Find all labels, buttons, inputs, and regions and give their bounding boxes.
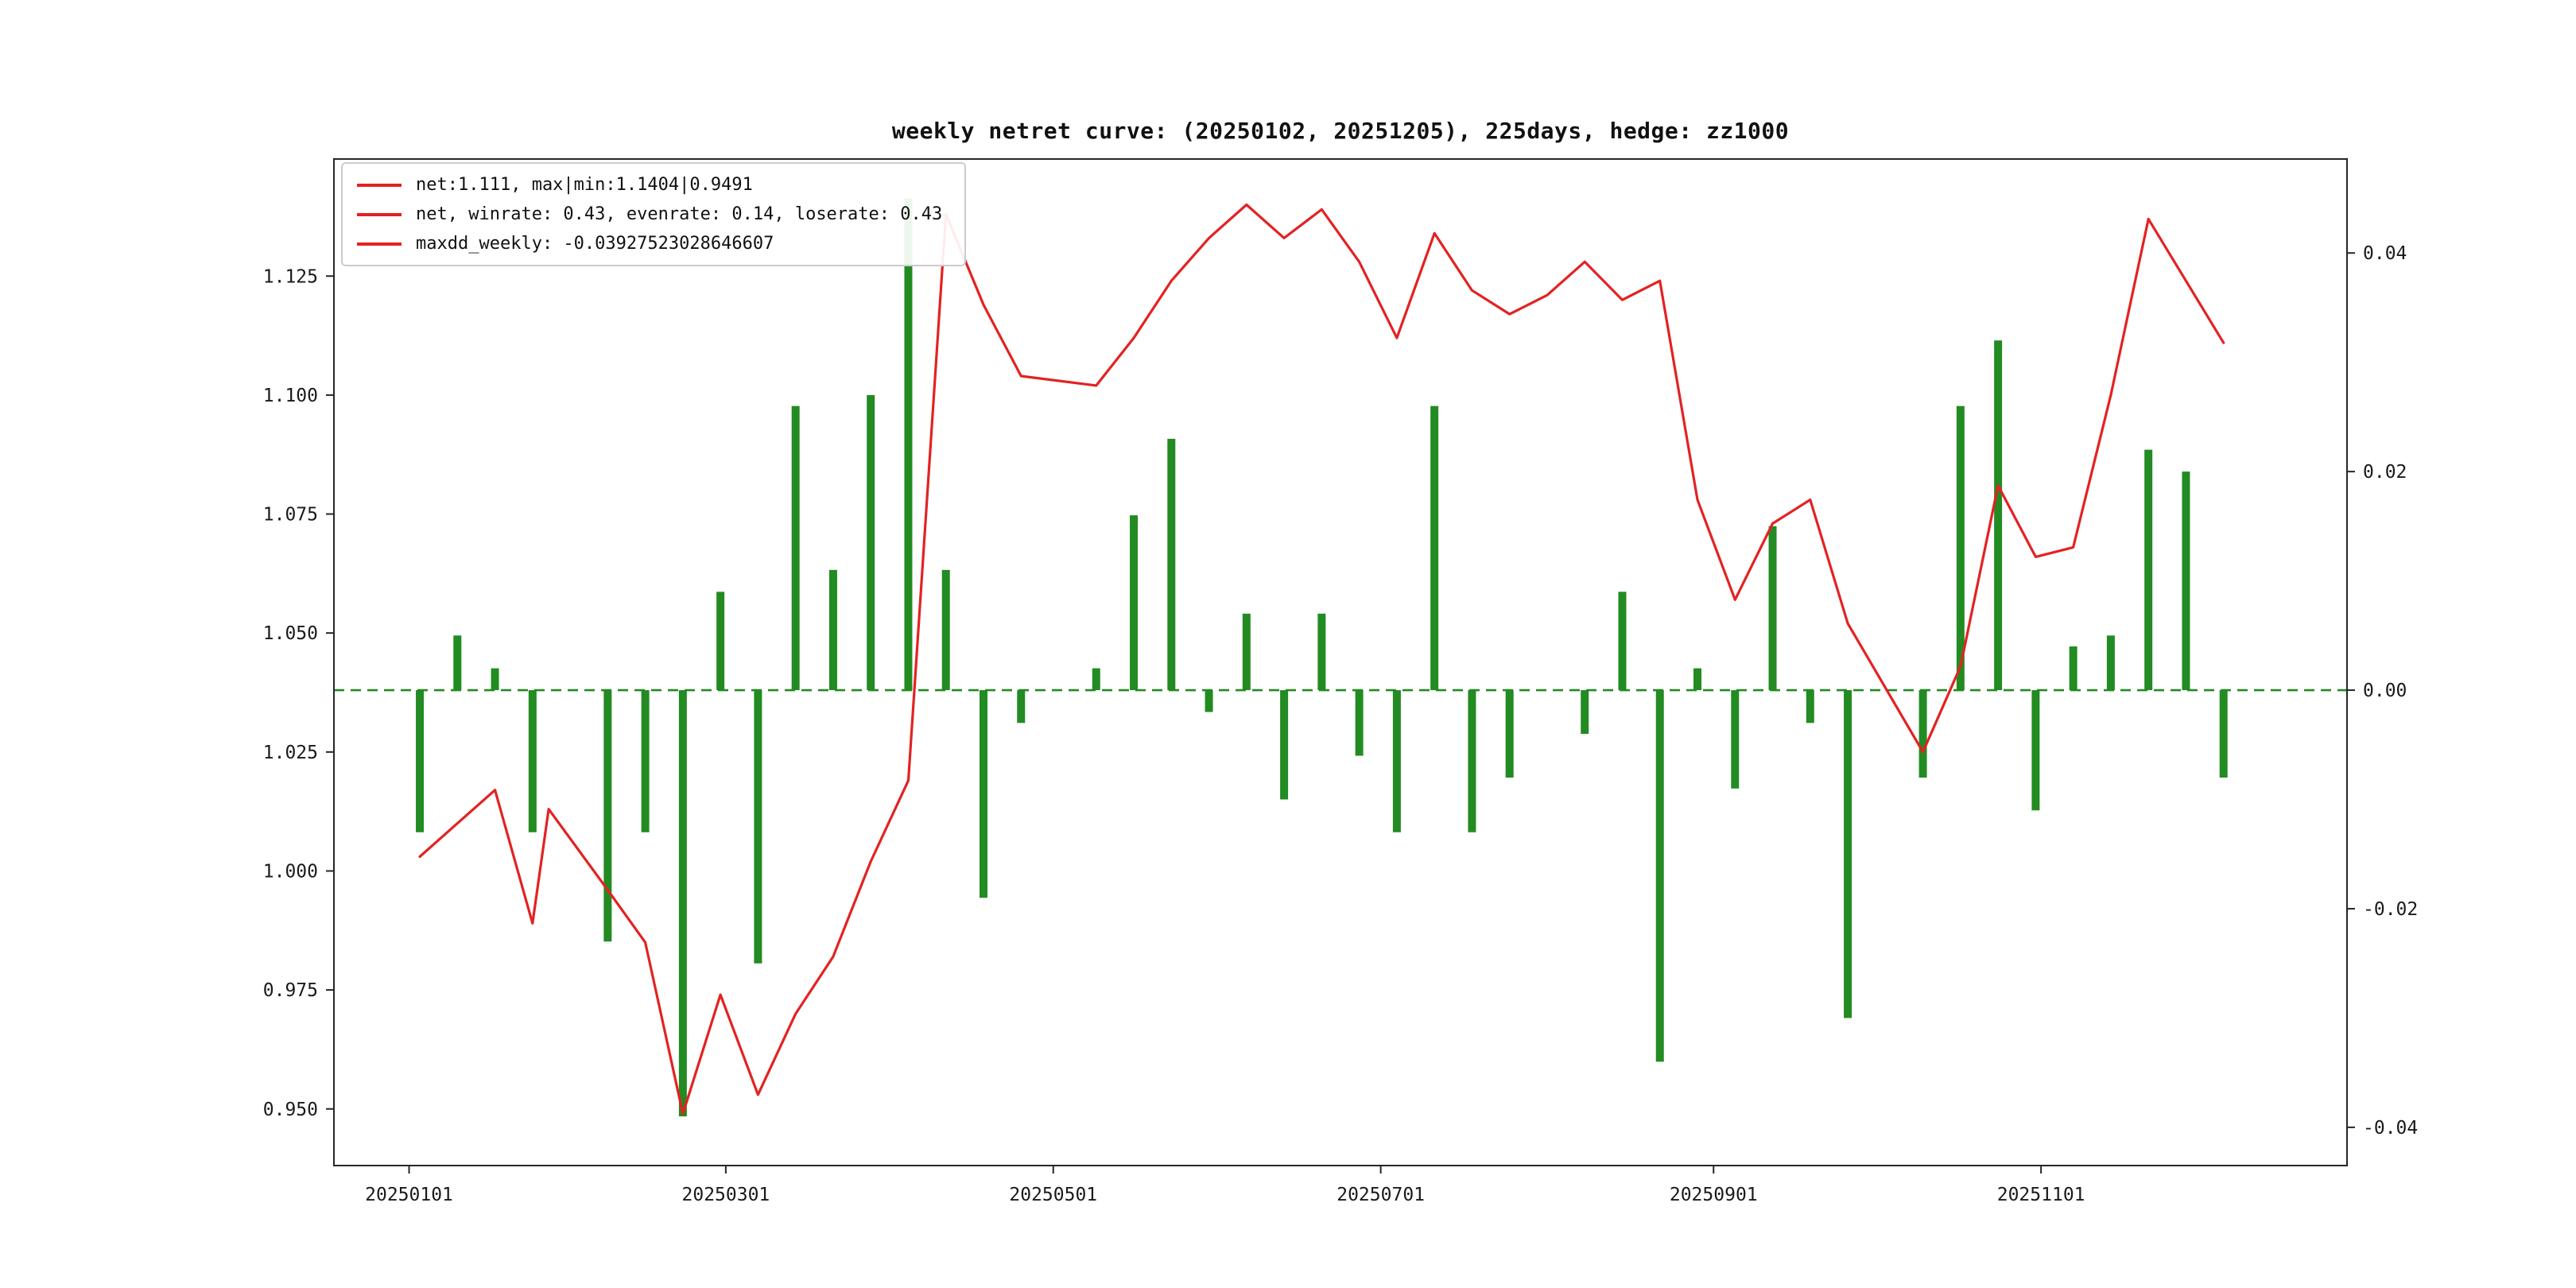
weekly-return-bar	[2031, 690, 2040, 811]
weekly-return-bar	[1581, 690, 1589, 735]
weekly-return-bar	[1092, 668, 1100, 691]
weekly-return-bar	[491, 668, 499, 691]
weekly-return-bar	[2106, 635, 2115, 691]
weekly-return-bar	[2069, 646, 2077, 691]
legend-label-maxdd: maxdd_weekly: -0.03927523028646607	[416, 234, 774, 254]
left-tick-label: 0.950	[263, 1100, 318, 1120]
left-tick-label: 1.025	[263, 743, 318, 763]
weekly-return-bar	[1017, 690, 1026, 724]
weekly-return-bar	[754, 690, 762, 964]
weekly-return-bar	[867, 394, 875, 691]
net-line	[418, 203, 2225, 1115]
weekly-return-bar	[1731, 690, 1740, 789]
weekly-return-bar	[641, 690, 650, 832]
weekly-return-bar	[528, 690, 537, 832]
right-tick-label: -0.02	[2363, 899, 2418, 920]
left-tick-label: 1.050	[263, 623, 318, 644]
weekly-return-bar	[1956, 405, 1965, 691]
left-tick-label: 1.100	[263, 386, 318, 406]
plot-border	[333, 158, 2348, 1166]
legend-label-winrate: net, winrate: 0.43, evenrate: 0.14, lose…	[416, 204, 943, 224]
weekly-return-bar	[1806, 690, 1814, 724]
weekly-return-bar	[453, 635, 462, 691]
weekly-return-bar	[1430, 405, 1439, 691]
weekly-return-bar	[1655, 690, 1664, 1062]
weekly-return-bar	[1505, 690, 1514, 778]
right-tick-label: -0.04	[2363, 1118, 2418, 1139]
right-tick-label: 0.04	[2363, 243, 2407, 264]
legend: net:1.111, max|min:1.1404|0.9491 net, wi…	[341, 162, 967, 266]
weekly-return-bar	[716, 592, 725, 691]
weekly-return-bar	[1918, 690, 1927, 778]
weekly-return-bar	[1994, 340, 2003, 691]
legend-item-net: net:1.111, max|min:1.1404|0.9491	[357, 175, 942, 195]
weekly-return-bars	[416, 198, 2228, 1117]
legend-line-swatch	[357, 183, 402, 187]
x-axis: 20250101 20250301 20250501 20250701 20250901…	[365, 1166, 2085, 1205]
left-tick-label: 1.075	[263, 505, 318, 526]
right-tick-label: 0.02	[2363, 462, 2407, 483]
legend-label-net: net:1.111, max|min:1.1404|0.9491	[416, 175, 753, 195]
weekly-return-bar	[941, 569, 950, 691]
weekly-return-bar	[1468, 690, 1476, 832]
weekly-return-bar	[1844, 690, 1852, 1018]
weekly-return-bar	[1242, 613, 1251, 691]
weekly-return-bar	[2144, 449, 2153, 691]
legend-line-swatch	[357, 242, 402, 246]
legend-item-winrate: net, winrate: 0.43, evenrate: 0.14, lose…	[357, 204, 942, 224]
weekly-return-bar	[603, 690, 612, 942]
weekly-return-bar	[1130, 515, 1139, 691]
weekly-return-bar	[1693, 668, 1702, 691]
weekly-return-bar	[904, 198, 913, 691]
left-axis: 0.950 0.975 1.000 1.025 1.050 1.075 1.100 1.125	[263, 266, 334, 1120]
weekly-return-bar	[416, 690, 425, 832]
x-tick-label: 20250501	[1009, 1185, 1097, 1205]
left-tick-label: 1.000	[263, 861, 318, 882]
weekly-return-bar	[979, 690, 987, 898]
x-tick-label: 20250301	[682, 1185, 770, 1205]
weekly-return-bar	[1280, 690, 1289, 800]
legend-line-swatch	[357, 212, 402, 216]
x-tick-label: 20250701	[1336, 1185, 1425, 1205]
weekly-return-bar	[1392, 690, 1401, 832]
right-axis: -0.04 -0.02 0.00 0.02 0.04	[2347, 243, 2418, 1139]
weekly-return-bar	[1355, 690, 1364, 756]
weekly-return-bar	[828, 569, 837, 691]
legend-item-maxdd: maxdd_weekly: -0.03927523028646607	[357, 234, 942, 254]
weekly-return-bar	[1768, 526, 1777, 691]
x-tick-label: 20250901	[1670, 1185, 1758, 1205]
weekly-return-bar	[2219, 690, 2228, 778]
weekly-return-bar	[1317, 613, 1326, 691]
weekly-return-bar	[1618, 592, 1627, 691]
x-tick-label: 20251101	[1997, 1185, 2085, 1205]
weekly-return-bar	[1205, 690, 1213, 712]
weekly-return-bar	[791, 405, 800, 691]
weekly-return-bar	[678, 690, 687, 1117]
left-tick-label: 0.975	[263, 980, 318, 1001]
weekly-return-bar	[2182, 471, 2190, 691]
weekly-return-bar	[1167, 438, 1176, 691]
chart-title: weekly netret curve: (20250102, 20251205…	[891, 118, 1790, 144]
left-tick-label: 1.125	[263, 266, 318, 287]
right-tick-label: 0.00	[2363, 681, 2407, 701]
x-tick-label: 20250101	[365, 1185, 453, 1205]
